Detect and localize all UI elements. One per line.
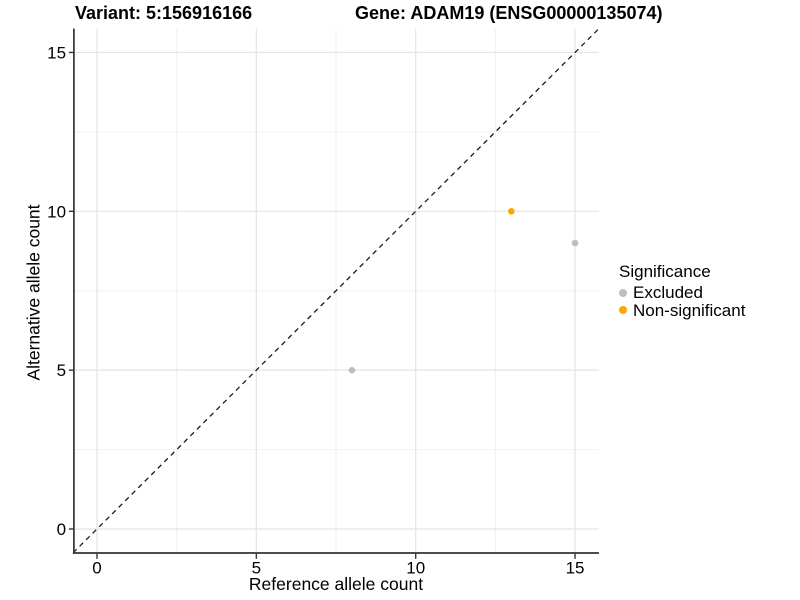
y-tick-label: 5 bbox=[57, 361, 66, 380]
data-point-excluded bbox=[571, 239, 579, 247]
plot-title-variant: Variant: 5:156916166 bbox=[75, 3, 253, 23]
identity-reference-line bbox=[72, 28, 600, 554]
legend-entry-excluded: Excluded bbox=[619, 284, 745, 302]
x-axis-title: Reference allele count bbox=[248, 574, 424, 594]
y-axis-title: Alternative allele count bbox=[23, 204, 44, 381]
legend-label-non-significant: Non-significant bbox=[633, 300, 746, 320]
legend-title: Significance bbox=[619, 262, 711, 281]
x-tick-label: 0 bbox=[92, 558, 101, 577]
plot-title-gene: Gene: ADAM19 (ENSG00000135074) bbox=[355, 3, 663, 23]
x-tick-label: 10 bbox=[406, 558, 425, 577]
legend-label-excluded: Excluded bbox=[633, 283, 703, 302]
legend-key-icon-non-significant bbox=[619, 306, 627, 315]
x-tick-label: 5 bbox=[252, 558, 261, 577]
legend-entry-non-significant: Non-significant bbox=[619, 300, 746, 320]
data-point-non-significant bbox=[508, 208, 515, 215]
y-tick-label: 15 bbox=[47, 43, 66, 62]
y-tick-label: 10 bbox=[47, 202, 66, 221]
legend: Significance Excluded Non-significant bbox=[619, 262, 745, 319]
data-point-excluded bbox=[348, 366, 356, 374]
y-tick-label: 0 bbox=[57, 520, 66, 539]
legend-key-icon-excluded bbox=[619, 288, 627, 297]
x-tick-label: 15 bbox=[566, 558, 585, 577]
legend-entries: Excluded Non-significant bbox=[619, 284, 745, 319]
